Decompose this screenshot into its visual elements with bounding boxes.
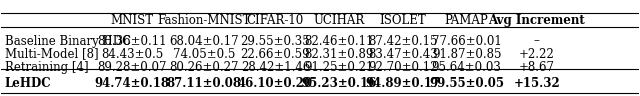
- Text: Retraining [4]: Retraining [4]: [4, 61, 88, 74]
- Text: 91.25±0.21: 91.25±0.21: [305, 61, 374, 74]
- Text: 87.42±0.15: 87.42±0.15: [368, 34, 438, 48]
- Text: 89.28±0.07: 89.28±0.07: [97, 61, 167, 74]
- Text: 95.23±0.16: 95.23±0.16: [301, 77, 377, 90]
- Text: 94.74±0.18: 94.74±0.18: [95, 77, 170, 90]
- Text: 84.43±0.5: 84.43±0.5: [101, 48, 163, 61]
- Text: 28.42±1.46: 28.42±1.46: [241, 61, 310, 74]
- Text: 87.11±0.08: 87.11±0.08: [166, 77, 241, 90]
- Text: 92.70±0.12: 92.70±0.12: [368, 61, 438, 74]
- Text: 82.46±0.11: 82.46±0.11: [305, 34, 374, 48]
- Text: CIFAR-10: CIFAR-10: [247, 14, 304, 26]
- Text: MNIST: MNIST: [111, 14, 154, 26]
- Text: +15.32: +15.32: [513, 77, 560, 90]
- Text: Fashion-MNIST: Fashion-MNIST: [157, 14, 250, 26]
- Text: LeHDC: LeHDC: [4, 77, 51, 90]
- Text: 74.05±0.5: 74.05±0.5: [173, 48, 235, 61]
- Text: Multi-Model [8]: Multi-Model [8]: [4, 48, 98, 61]
- Text: PAMAP: PAMAP: [445, 14, 488, 26]
- Text: 22.66±0.59: 22.66±0.59: [241, 48, 310, 61]
- Text: 46.10±0.20: 46.10±0.20: [238, 77, 313, 90]
- Text: –: –: [534, 34, 540, 48]
- Text: UCIHAR: UCIHAR: [314, 14, 365, 26]
- Text: 29.55±0.35: 29.55±0.35: [241, 34, 310, 48]
- Text: +2.22: +2.22: [519, 48, 554, 61]
- Text: +8.67: +8.67: [518, 61, 555, 74]
- Text: 80.36±0.11: 80.36±0.11: [97, 34, 167, 48]
- Text: 68.04±0.17: 68.04±0.17: [169, 34, 239, 48]
- Text: 91.87±0.85: 91.87±0.85: [432, 48, 501, 61]
- Text: Avg Increment: Avg Increment: [488, 14, 585, 26]
- Text: Baseline Binary HDC: Baseline Binary HDC: [4, 34, 131, 48]
- Text: 83.47±0.43: 83.47±0.43: [368, 48, 438, 61]
- Text: 94.89±0.17: 94.89±0.17: [365, 77, 440, 90]
- Text: ISOLET: ISOLET: [380, 14, 426, 26]
- Text: 80.26±0.27: 80.26±0.27: [169, 61, 239, 74]
- Text: 99.55±0.05: 99.55±0.05: [429, 77, 504, 90]
- Text: 82.31±0.89: 82.31±0.89: [305, 48, 374, 61]
- Text: 77.66±0.01: 77.66±0.01: [432, 34, 501, 48]
- Text: 95.64±0.03: 95.64±0.03: [431, 61, 502, 74]
